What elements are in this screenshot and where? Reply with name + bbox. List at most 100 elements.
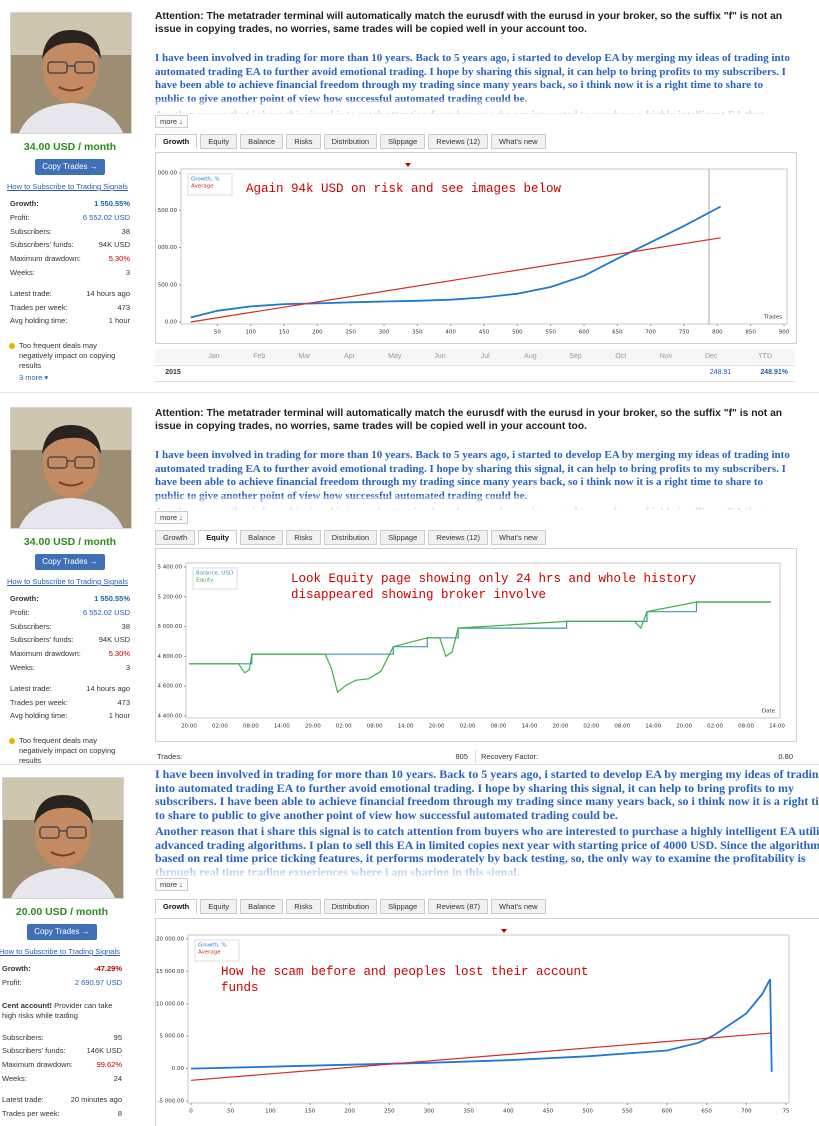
copy-button[interactable]: Copy Trades → [27, 924, 97, 940]
description-paragraph: I have been involved in trading for more… [155, 449, 790, 502]
description-paragraph: I have been involved in trading for more… [155, 768, 819, 822]
x-tick-label: 20:00 [305, 724, 321, 730]
tab[interactable]: Equity [198, 530, 238, 545]
legend-box [192, 567, 238, 590]
tabs: Growth Equity Balance Risks Distribution Slip… [155, 530, 549, 545]
stat-row: Latest trade: 14 hours ago [10, 684, 130, 693]
separator [0, 392, 819, 393]
stat-value: 14 hours ago [86, 683, 130, 693]
stat-value: 1 550.55% [94, 199, 130, 208]
subscribe-link[interactable]: How to Subscribe to Trading Signals [7, 182, 128, 191]
x-tick-label: 650 [701, 1109, 712, 1115]
tab[interactable]: Growth [155, 134, 198, 149]
more-button[interactable]: more ↓ [155, 511, 188, 524]
month-value: 248.91 [709, 369, 732, 376]
tab[interactable]: What's new [491, 134, 546, 149]
annotation-line: Look Equity page showing only 24 hrs and… [291, 572, 697, 586]
tab[interactable]: Slippage [380, 530, 426, 545]
y-tick-label: 5 000.00 [158, 624, 183, 630]
stat-label: Maximum drawdown: [2, 1060, 73, 1070]
tab[interactable]: Risks [286, 530, 321, 545]
fade [155, 496, 795, 510]
stat-row: Growth: 1 550.55% [10, 199, 130, 208]
tab[interactable]: Balance [240, 134, 284, 149]
tab[interactable]: Balance [240, 530, 284, 545]
subscribe-link[interactable]: How to Subscribe to Trading Signals [7, 577, 128, 586]
chart-box: 4 400.00 4 600.00 4 800.00 5 000.00 5 200.00… [155, 548, 797, 742]
avatar-shape [42, 30, 101, 59]
tab[interactable]: What's new [491, 530, 546, 545]
x-tick-label: 600 [579, 330, 590, 336]
tab[interactable]: Slippage [380, 899, 426, 914]
stat-value: 1 550.55% [94, 594, 130, 603]
x-tick-label: 400 [445, 330, 456, 336]
stat-value: 6 552.02 USD [82, 607, 130, 617]
x-tick-label: 20:00 [676, 724, 692, 730]
tab[interactable]: Slippage [380, 134, 426, 149]
stat-label: Subscribers: [10, 621, 52, 631]
tab[interactable]: What's new [491, 899, 546, 914]
y-tick-label: 1 000.00 [156, 245, 177, 251]
marker [405, 163, 411, 167]
annotation-line: Again 94k USD on risk and see images bel… [246, 182, 562, 196]
stat-label: Latest trade: [2, 1094, 44, 1104]
tab[interactable]: Distribution [323, 530, 378, 545]
x-tick-label: 500 [582, 1109, 593, 1115]
legend-label: Growth, % [191, 177, 220, 183]
stat-row: Subscribers: 38 [10, 622, 130, 631]
table-row-bg [155, 365, 795, 382]
stat-row: Weeks: 3 [10, 268, 130, 277]
tab[interactable]: Reviews (87) [428, 899, 489, 914]
tab[interactable]: Risks [286, 134, 321, 149]
copy-button[interactable]: Copy Trades → [35, 554, 105, 570]
y-tick-label: 15 000.00 [156, 969, 184, 975]
x-tick-label: 08:00 [243, 724, 259, 730]
stat-value: 473 [117, 697, 130, 707]
avatar-shape [11, 408, 131, 528]
chart-box: 0.00 500.00 1 000.00 1 500.00 2 000.00 50 100 1… [155, 152, 797, 344]
subscribe-link[interactable]: How to Subscribe to Trading Signals [0, 947, 120, 956]
table-header-bg [155, 349, 795, 363]
more-button[interactable]: more ↓ [155, 115, 188, 128]
more-warnings[interactable]: 3 more ▾ [19, 373, 49, 383]
tab[interactable]: Reviews (12) [428, 134, 489, 149]
avatar-shape [35, 800, 91, 868]
cent-note: Cent account! Provider can take high ris… [2, 1001, 127, 1022]
tab[interactable]: Equity [200, 899, 238, 914]
avatar-shape [74, 456, 95, 469]
avatar-shape [11, 13, 131, 133]
y-tick-label: 4 600.00 [158, 684, 183, 690]
avatar-shape [58, 86, 84, 92]
avatar-shape [43, 430, 99, 498]
series-line [190, 1032, 772, 1081]
tab[interactable]: Distribution [323, 134, 378, 149]
x-tick-label: 50 [227, 1109, 234, 1115]
tab[interactable]: Equity [200, 134, 238, 149]
copy-button[interactable]: Copy Trades → [35, 159, 105, 175]
avatar-shape [39, 826, 60, 839]
stat-label: Profit: [2, 977, 22, 987]
x-tick-label: 900 [779, 330, 790, 336]
x-tick-label: 14:00 [398, 724, 414, 730]
x-tick-label: 700 [645, 330, 656, 336]
tab[interactable]: Growth [155, 530, 196, 545]
tab[interactable]: Balance [240, 899, 284, 914]
tab[interactable]: Growth [155, 899, 198, 914]
x-tick-label: 150 [305, 1109, 316, 1115]
tab[interactable]: Distribution [323, 899, 378, 914]
stat-label: Latest trade: [10, 288, 52, 298]
avatar [2, 777, 124, 899]
y-tick-label: 10 000.00 [156, 1001, 184, 1007]
annotation: Again 94k USD on risk and see images bel… [246, 181, 561, 197]
x-tick-label: 350 [412, 330, 423, 336]
tab[interactable]: Reviews (12) [428, 530, 489, 545]
tab[interactable]: Risks [286, 899, 321, 914]
x-tick-label: 08:00 [367, 724, 383, 730]
avatar-shape [34, 795, 93, 824]
more-button[interactable]: more ↓ [155, 878, 188, 891]
month-header: Jun [434, 353, 446, 360]
stat-label: Subscribers' funds: [10, 635, 74, 645]
x-tick-label: 800 [712, 330, 723, 336]
marker [501, 929, 507, 933]
x-tick-label: 500 [512, 330, 523, 336]
